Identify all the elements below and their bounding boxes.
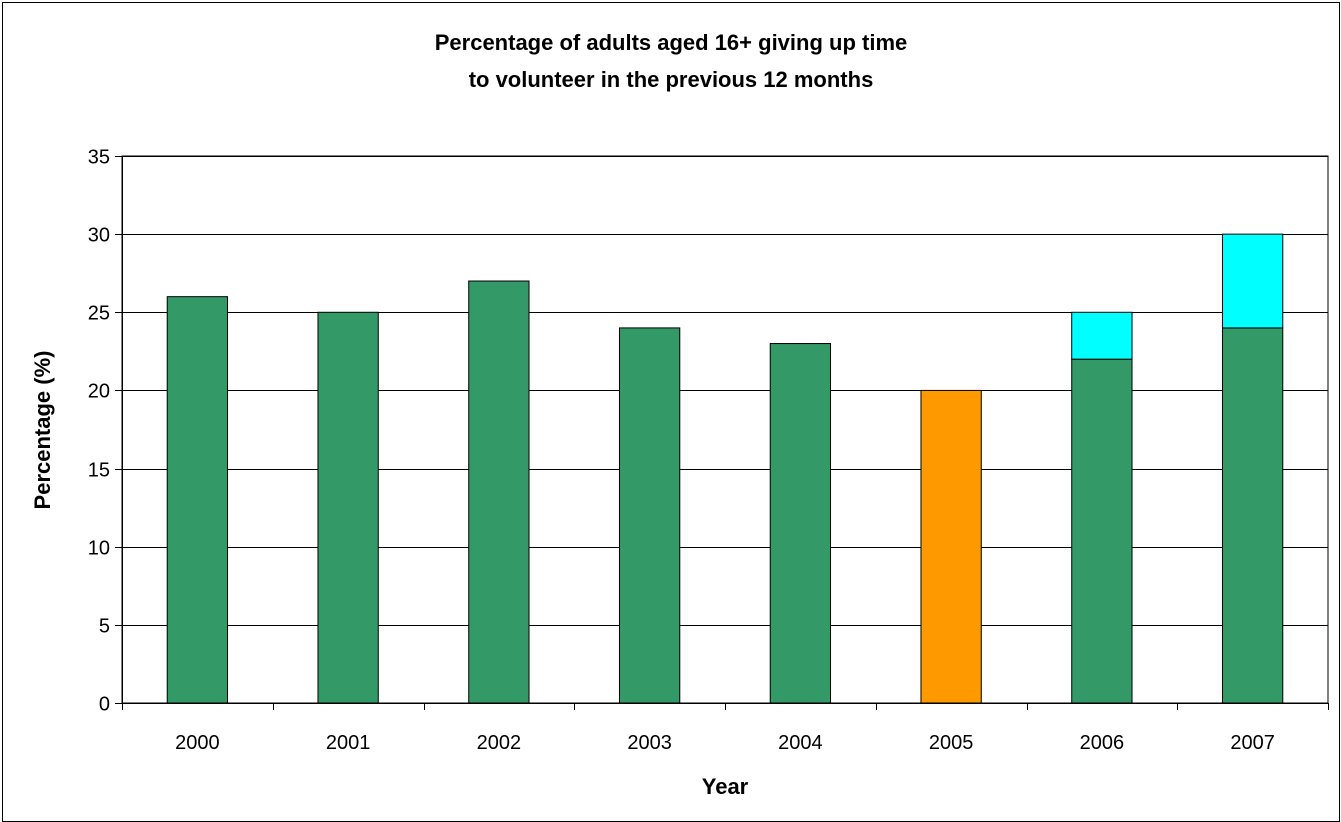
bar-2000-segment-1 xyxy=(166,296,229,704)
bar-2005-segment-1 xyxy=(920,389,982,704)
bar-2001-segment-1 xyxy=(317,311,379,704)
plot-area xyxy=(121,155,1329,704)
x-axis-title: Year xyxy=(702,774,749,799)
y-tick-labels: 0 5 10 15 20 25 30 35 xyxy=(88,147,110,716)
axes xyxy=(115,156,1329,710)
gridlines xyxy=(121,155,1329,704)
x-tick-label: 2006 xyxy=(1080,732,1125,754)
bar-2007-segment-1 xyxy=(1221,327,1284,704)
y-tick-label: 15 xyxy=(88,460,110,482)
bars xyxy=(166,233,1284,704)
bar-2004-segment-1 xyxy=(769,343,832,704)
bar-2007-segment-2 xyxy=(1221,233,1284,329)
bar-2002-segment-1 xyxy=(468,280,530,704)
bar-2006-segment-2 xyxy=(1071,311,1133,360)
chart-title-line-1: Percentage of adults aged 16+ giving up … xyxy=(435,30,908,55)
chart-title-line-2: to volunteer in the previous 12 months xyxy=(469,67,874,92)
y-tick-label: 0 xyxy=(99,694,110,716)
y-tick-label: 10 xyxy=(88,538,110,560)
x-tick-label: 2005 xyxy=(929,732,974,754)
x-tick-labels: 2000 2001 2002 2003 2004 2005 2006 2007 xyxy=(175,732,1275,754)
y-tick-label: 30 xyxy=(88,225,110,247)
x-tick-label: 2000 xyxy=(175,732,220,754)
y-tick-label: 5 xyxy=(99,616,110,638)
y-axis-title: Percentage (%) xyxy=(30,351,55,510)
x-tick-label: 2007 xyxy=(1230,732,1275,754)
bar-2006-segment-1 xyxy=(1071,358,1133,704)
x-tick-label: 2001 xyxy=(326,732,371,754)
y-tick-label: 20 xyxy=(88,381,110,403)
bar-2003-segment-1 xyxy=(618,327,681,704)
y-tick-label: 35 xyxy=(88,147,110,169)
y-tick-label: 25 xyxy=(88,303,110,325)
x-tick-label: 2003 xyxy=(627,732,672,754)
x-tick-label: 2002 xyxy=(477,732,522,754)
x-tick-label: 2004 xyxy=(778,732,823,754)
